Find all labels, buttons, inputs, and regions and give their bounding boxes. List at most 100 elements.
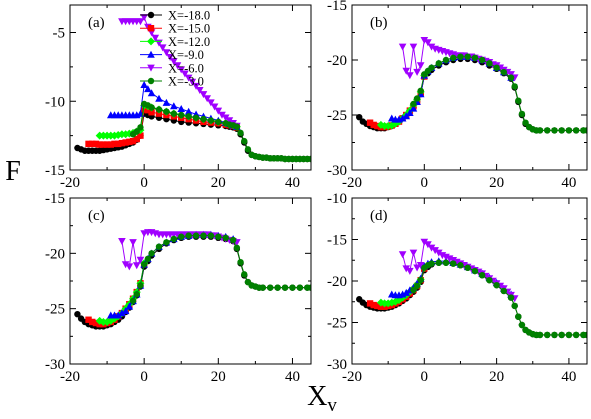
panel-3: -20 0 20 40 -30 -25 -20 -15 (c) [45, 191, 312, 385]
data-point [434, 249, 443, 257]
data-point [185, 232, 192, 239]
data-point [241, 271, 248, 278]
data-point [200, 115, 207, 123]
x-tick-label: 40 [561, 175, 576, 191]
x-tick-label: -20 [342, 175, 362, 191]
data-point [435, 60, 442, 67]
data-point [450, 260, 457, 267]
data-point [413, 282, 421, 290]
data-point [184, 107, 193, 115]
data-point [192, 232, 200, 239]
data-point [118, 309, 126, 317]
legend-entry: X=-9.0 [140, 48, 204, 62]
data-point [267, 284, 274, 291]
data-point [259, 284, 266, 291]
data-point [133, 291, 140, 298]
data-point [218, 111, 226, 119]
data-point [155, 94, 163, 102]
x-tick-label: 40 [561, 369, 576, 385]
data-point [565, 331, 573, 339]
data-point [92, 140, 100, 148]
data-point [178, 111, 185, 119]
data-point [544, 331, 551, 339]
data-point [410, 286, 417, 294]
x-axis-label: Xv [307, 381, 337, 416]
series-x-3.0 [410, 53, 587, 134]
y-tick-label: -25 [327, 316, 347, 332]
data-point [296, 284, 304, 291]
data-point [140, 261, 148, 268]
data-point [89, 318, 96, 326]
data-point [118, 237, 126, 245]
data-point [151, 34, 160, 42]
y-tick-label: -15 [327, 233, 347, 249]
data-point [551, 127, 558, 134]
data-point [377, 303, 385, 310]
data-point [85, 140, 92, 148]
data-point [136, 256, 145, 264]
data-point [442, 56, 450, 64]
x-tick-label: 40 [285, 175, 300, 191]
data-point [478, 56, 486, 64]
data-point [493, 64, 500, 71]
data-point [511, 83, 518, 90]
data-point [435, 259, 442, 266]
data-point [572, 127, 580, 134]
data-point [522, 119, 529, 126]
data-point [221, 114, 230, 122]
y-tick-label: -20 [327, 274, 347, 290]
data-point [402, 67, 411, 75]
data-point [203, 95, 211, 103]
data-point [398, 43, 407, 51]
data-point [471, 267, 479, 275]
data-point [210, 103, 219, 111]
data-point [406, 267, 414, 275]
legend-entry: X=-18.0 [140, 9, 210, 23]
x-axis-label-main: X [307, 381, 327, 412]
data-point [136, 18, 145, 26]
data-point [140, 106, 148, 113]
x-tick-label: 20 [211, 369, 226, 385]
data-point [162, 98, 171, 106]
data-point [185, 113, 192, 120]
y-tick-label: -25 [45, 302, 65, 318]
data-point [140, 80, 148, 88]
data-point [274, 284, 281, 291]
data-point [500, 68, 508, 76]
data-area [356, 238, 587, 339]
data-point [133, 128, 140, 135]
data-point [170, 110, 178, 117]
y-axis-label: F [5, 156, 21, 187]
data-point [163, 108, 170, 115]
data-point [464, 264, 471, 271]
data-point [133, 135, 140, 143]
data-point [166, 54, 174, 62]
data-point [431, 247, 439, 255]
data-point [356, 114, 363, 121]
series-x-3.0 [410, 259, 587, 339]
legend-swatch-marker [147, 25, 155, 32]
y-tick-label: -15 [45, 163, 65, 179]
data-point [181, 70, 189, 78]
data-point [409, 43, 418, 51]
data-point [428, 260, 435, 267]
x-tick-label: -20 [342, 369, 362, 385]
panel-1: -20 0 20 40 -15 -10 -5 (a) [45, 4, 312, 191]
legend-label: X=-15.0 [168, 22, 210, 36]
data-point [478, 271, 486, 279]
y-tick-label: -30 [45, 357, 65, 373]
y-tick-label: -15 [327, 0, 347, 14]
legend-entry: X=-3.0 [140, 75, 204, 89]
data-point [402, 265, 411, 273]
panel-label: (a) [88, 15, 105, 31]
data-point [137, 124, 144, 131]
data-point [515, 313, 522, 320]
series-x-6.0 [398, 238, 519, 303]
legend-swatch-marker [147, 77, 155, 85]
y-tick-label: -10 [327, 191, 347, 207]
legend-entry: X=-12.0 [140, 35, 210, 49]
series-x-12.0 [376, 263, 429, 308]
data-point [471, 54, 479, 61]
data-point [195, 87, 204, 95]
data-point [233, 244, 241, 251]
